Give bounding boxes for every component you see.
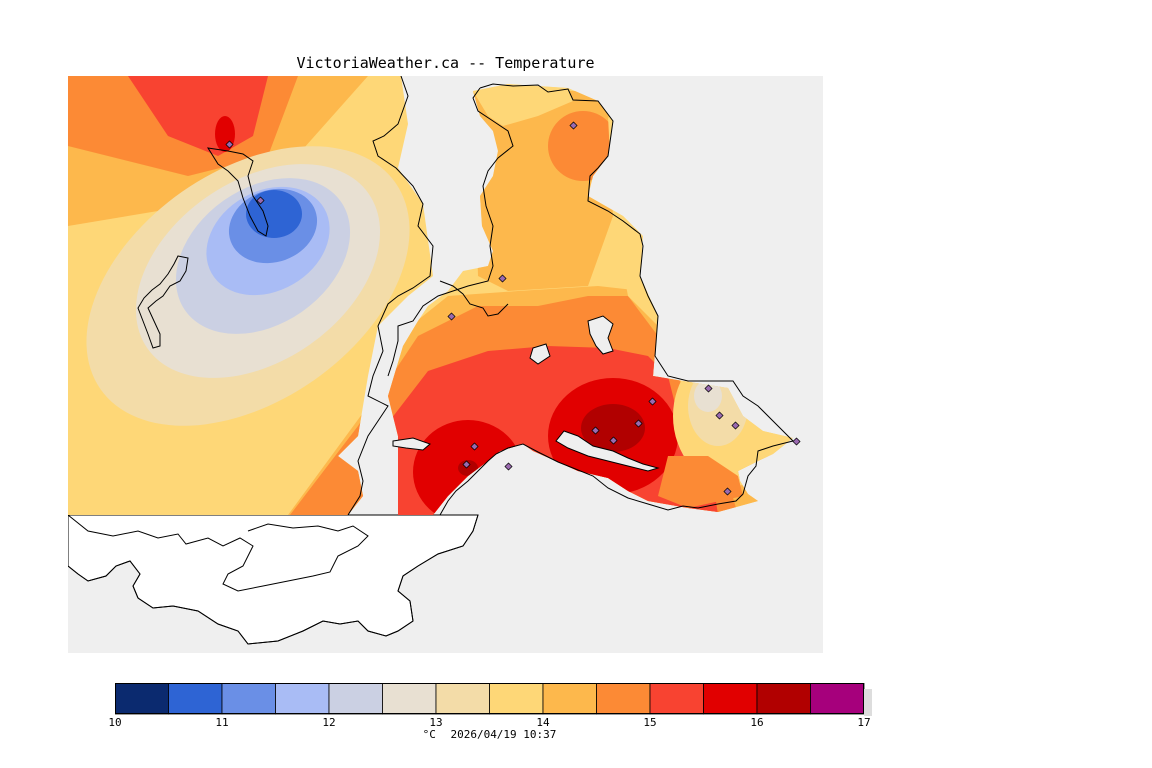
legend-unit: °C bbox=[422, 728, 436, 741]
legend-bin bbox=[168, 683, 223, 715]
station-marker[interactable] bbox=[225, 140, 234, 149]
us-inner-coast bbox=[68, 514, 369, 592]
legend-caption: °C 2026/04/19 10:37 bbox=[115, 728, 864, 741]
legend-bin bbox=[435, 683, 490, 715]
map-title: VictoriaWeather.ca -- Temperature bbox=[296, 54, 595, 72]
legend-tick-label: 16 bbox=[750, 716, 764, 729]
legend-bin bbox=[649, 683, 704, 715]
legend-bin bbox=[542, 683, 597, 715]
legend-bin bbox=[328, 683, 383, 715]
legend-bin bbox=[596, 683, 651, 715]
temperature-field bbox=[68, 76, 793, 515]
island-1 bbox=[587, 315, 614, 355]
west-island-outline bbox=[137, 255, 189, 349]
saanich-inner-coast bbox=[387, 87, 514, 377]
station-marker[interactable] bbox=[731, 421, 740, 430]
legend-bin bbox=[115, 683, 169, 715]
legend-bin bbox=[275, 683, 330, 715]
legend-timestamp: 2026/04/19 10:37 bbox=[450, 728, 557, 741]
legend-bin bbox=[221, 683, 276, 715]
station-marker[interactable] bbox=[792, 437, 801, 446]
station-marker[interactable] bbox=[723, 487, 732, 496]
west-coastline bbox=[347, 76, 434, 516]
legend-bin bbox=[382, 683, 437, 715]
station-marker[interactable] bbox=[648, 397, 657, 406]
legend-border bbox=[115, 683, 864, 714]
station-marker[interactable] bbox=[569, 121, 578, 130]
legend-tick-label: 10 bbox=[108, 716, 122, 729]
saanich-coastline bbox=[439, 83, 794, 516]
legend-tick-label: 17 bbox=[857, 716, 871, 729]
legend-tick-label: 11 bbox=[215, 716, 229, 729]
station-markers[interactable] bbox=[225, 121, 801, 496]
station-marker[interactable] bbox=[704, 384, 713, 393]
legend-tick-label: 15 bbox=[643, 716, 657, 729]
station-marker[interactable] bbox=[634, 419, 643, 428]
legend-bin bbox=[703, 683, 758, 715]
station-marker[interactable] bbox=[470, 442, 479, 451]
legend-bin bbox=[489, 683, 544, 715]
legend-shadow bbox=[864, 689, 872, 716]
legend-tick-label: 12 bbox=[322, 716, 336, 729]
color-scale-legend bbox=[115, 683, 872, 716]
station-marker[interactable] bbox=[609, 436, 618, 445]
station-marker[interactable] bbox=[447, 312, 456, 321]
legend-tick-label: 14 bbox=[536, 716, 550, 729]
legend-bin bbox=[756, 683, 811, 715]
legend-bin bbox=[810, 683, 865, 715]
island-3 bbox=[392, 437, 431, 451]
station-marker[interactable] bbox=[256, 196, 265, 205]
temperature-map[interactable] bbox=[68, 76, 823, 653]
harbour-outline bbox=[555, 430, 660, 472]
island-2 bbox=[529, 343, 551, 365]
station-marker[interactable] bbox=[462, 460, 471, 469]
station-marker[interactable] bbox=[591, 426, 600, 435]
station-marker[interactable] bbox=[498, 274, 507, 283]
legend-tick-label: 13 bbox=[429, 716, 443, 729]
station-marker[interactable] bbox=[715, 411, 724, 420]
inlet-outline bbox=[439, 280, 509, 317]
us-coastline bbox=[68, 514, 479, 645]
lake-outline bbox=[207, 147, 269, 237]
station-marker[interactable] bbox=[504, 462, 513, 471]
